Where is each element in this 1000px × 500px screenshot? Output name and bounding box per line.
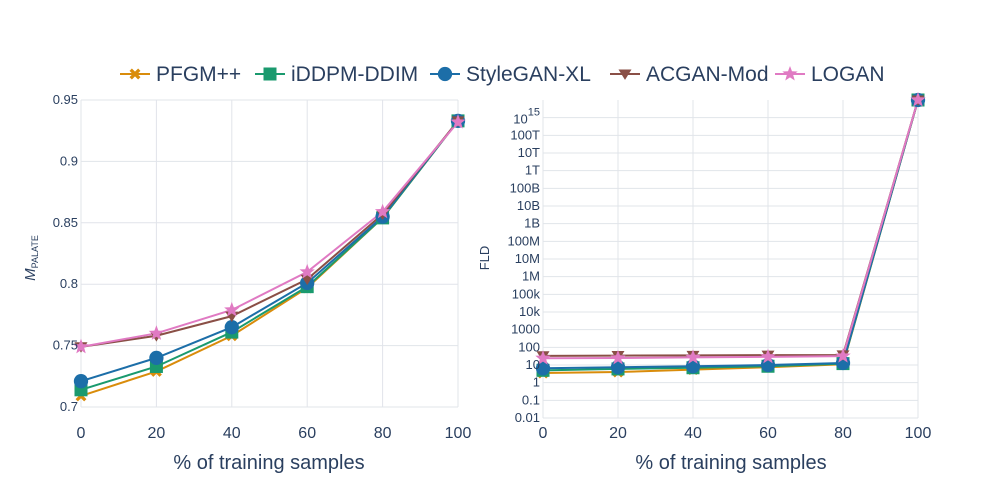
fld-line-acgan-mod xyxy=(542,99,919,357)
fld-series-lines xyxy=(542,99,919,375)
palate-point-logan xyxy=(224,301,240,317)
legend-item-stylegan-xl[interactable]: StyleGAN-XL xyxy=(430,63,591,86)
fld-x-tick-label: 60 xyxy=(759,425,777,442)
legend-label-acgan-mod: ACGAN-Mod xyxy=(646,63,769,86)
palate-x-tick-label: 40 xyxy=(223,425,241,442)
palate-y-tick-label: 0.8 xyxy=(60,276,78,291)
palate-point-stylegan-xl xyxy=(149,350,164,366)
fld-y-tick-label: 100B xyxy=(510,180,540,195)
fld-y-axis-title: FLD xyxy=(477,246,492,271)
palate-point-stylegan-xl xyxy=(73,374,89,389)
fld-markers xyxy=(535,91,926,379)
fld-point-logan xyxy=(760,348,776,364)
palate-line-pfgm xyxy=(80,120,459,397)
fld-y-tick-label: 1 xyxy=(533,375,540,390)
palate-panel: 0 20 40 60 80 100 0.7 0.75 0.8 0.85 0.9 0.95 % of t… xyxy=(22,92,471,474)
palate-point-logan xyxy=(450,114,466,129)
legend-label-stylegan-xl: StyleGAN-XL xyxy=(466,63,591,86)
legend-marker-stylegan-xl xyxy=(437,66,453,82)
palate-y-axis-title: MPALATE xyxy=(22,235,40,281)
legend-item-acgan-mod[interactable]: ACGAN-Mod xyxy=(610,63,769,86)
fld-y-tick-label: 1T xyxy=(525,163,540,178)
fld-y-tick-label: 1000 xyxy=(511,322,540,337)
palate-y-tick-label: 0.95 xyxy=(53,92,78,107)
palate-x-tick-label: 0 xyxy=(77,425,86,442)
palate-y-tick-label: 0.9 xyxy=(60,153,78,168)
fld-point-logan xyxy=(835,348,851,363)
palate-point-logan xyxy=(374,203,391,219)
fld-y-tick-label: 10B xyxy=(517,198,540,213)
fld-y-tick-label: 100k xyxy=(512,286,541,301)
palate-line-logan xyxy=(80,121,459,348)
legend-item-iddpm-ddim[interactable]: iDDPM-DDIM xyxy=(255,63,418,86)
palate-x-tick-label: 100 xyxy=(445,425,472,442)
palate-gridlines xyxy=(80,99,459,408)
legend-item-pfgm[interactable]: PFGM++ xyxy=(120,63,241,86)
fld-y-tick-label: 10M xyxy=(515,251,540,266)
fld-y-tick-label: 10T xyxy=(518,145,540,160)
fld-panel: 0 20 40 60 80 100 0.01 0.1 1 10 100 1000 10k 100k 1M 10… xyxy=(477,91,931,474)
fld-y-tick-label: 1M xyxy=(522,269,540,284)
palate-markers xyxy=(73,113,466,402)
fld-point-logan xyxy=(910,91,926,107)
fld-x-axis-title: % of training samples xyxy=(635,452,826,474)
fld-line-logan xyxy=(542,99,919,360)
palate-point-stylegan-xl xyxy=(224,320,239,335)
palate-y-tick-label: 0.85 xyxy=(53,215,78,230)
fld-point-stylegan-xl xyxy=(685,359,701,374)
legend-label-logan: LOGAN xyxy=(811,63,885,86)
palate-line-acgan-mod xyxy=(80,120,459,348)
fld-y-tick-label: 0.01 xyxy=(515,410,540,425)
palate-line-stylegan-xl xyxy=(80,120,459,383)
fld-line-pfgm xyxy=(542,99,919,375)
fld-y-tick-label: 1B xyxy=(524,216,540,231)
fld-gridlines xyxy=(542,100,919,419)
fld-point-logan xyxy=(685,349,701,364)
fld-y-tick-label: 100 xyxy=(518,339,540,354)
fld-x-tick-label: 100 xyxy=(905,425,932,442)
legend-marker-logan xyxy=(782,65,798,81)
fld-y-tick-label-top: 1015 xyxy=(513,107,540,127)
fld-line-stylegan-xl xyxy=(542,99,919,370)
palate-x-tick-label: 20 xyxy=(148,425,166,442)
fld-point-stylegan-xl xyxy=(610,360,626,375)
legend-marker-pfgm xyxy=(129,68,141,80)
palate-x-tick-label: 60 xyxy=(298,425,316,442)
palate-y-tick-label: 0.7 xyxy=(60,399,78,414)
palate-tick-labels: 0 20 40 60 80 100 0.7 0.75 0.8 0.85 0.9 0.95 xyxy=(53,92,472,442)
palate-point-logan xyxy=(148,325,165,340)
palate-series-lines xyxy=(80,120,459,397)
palate-point-logan xyxy=(299,263,315,279)
fld-tick-labels: 0 20 40 60 80 100 0.01 0.1 1 10 100 1000 10k 100k 1M 10… xyxy=(507,107,931,442)
legend: PFGM++ iDDPM-DDIM StyleGAN-XL ACGAN-Mod LOGA… xyxy=(120,63,885,86)
legend-item-logan[interactable]: LOGAN xyxy=(775,63,885,86)
palate-x-axis-title: % of training samples xyxy=(173,452,364,474)
fld-point-stylegan-xl xyxy=(535,361,551,376)
fld-y-tick-label: 100M xyxy=(507,233,540,248)
palate-point-logan xyxy=(73,338,89,354)
fld-x-tick-label: 80 xyxy=(834,425,852,442)
fld-x-tick-label: 40 xyxy=(684,425,702,442)
fld-x-tick-label: 20 xyxy=(609,425,627,442)
legend-label-iddpm-ddim: iDDPM-DDIM xyxy=(291,63,418,86)
legend-label-pfgm: PFGM++ xyxy=(156,63,241,86)
fld-y-tick-label: 10k xyxy=(519,304,540,319)
fld-y-tick-label: 0.1 xyxy=(522,392,540,407)
fld-y-tick-label: 100T xyxy=(510,127,540,142)
legend-marker-iddpm-ddim xyxy=(263,67,277,81)
palate-y-tick-label: 0.75 xyxy=(53,338,78,353)
fld-y-tick-label: 10 xyxy=(526,357,540,372)
fld-x-tick-label: 0 xyxy=(539,425,548,442)
fld-point-logan xyxy=(610,349,626,365)
palate-x-tick-label: 80 xyxy=(374,425,392,442)
fld-point-logan xyxy=(535,350,551,365)
legend-marker-acgan-mod xyxy=(618,69,632,80)
